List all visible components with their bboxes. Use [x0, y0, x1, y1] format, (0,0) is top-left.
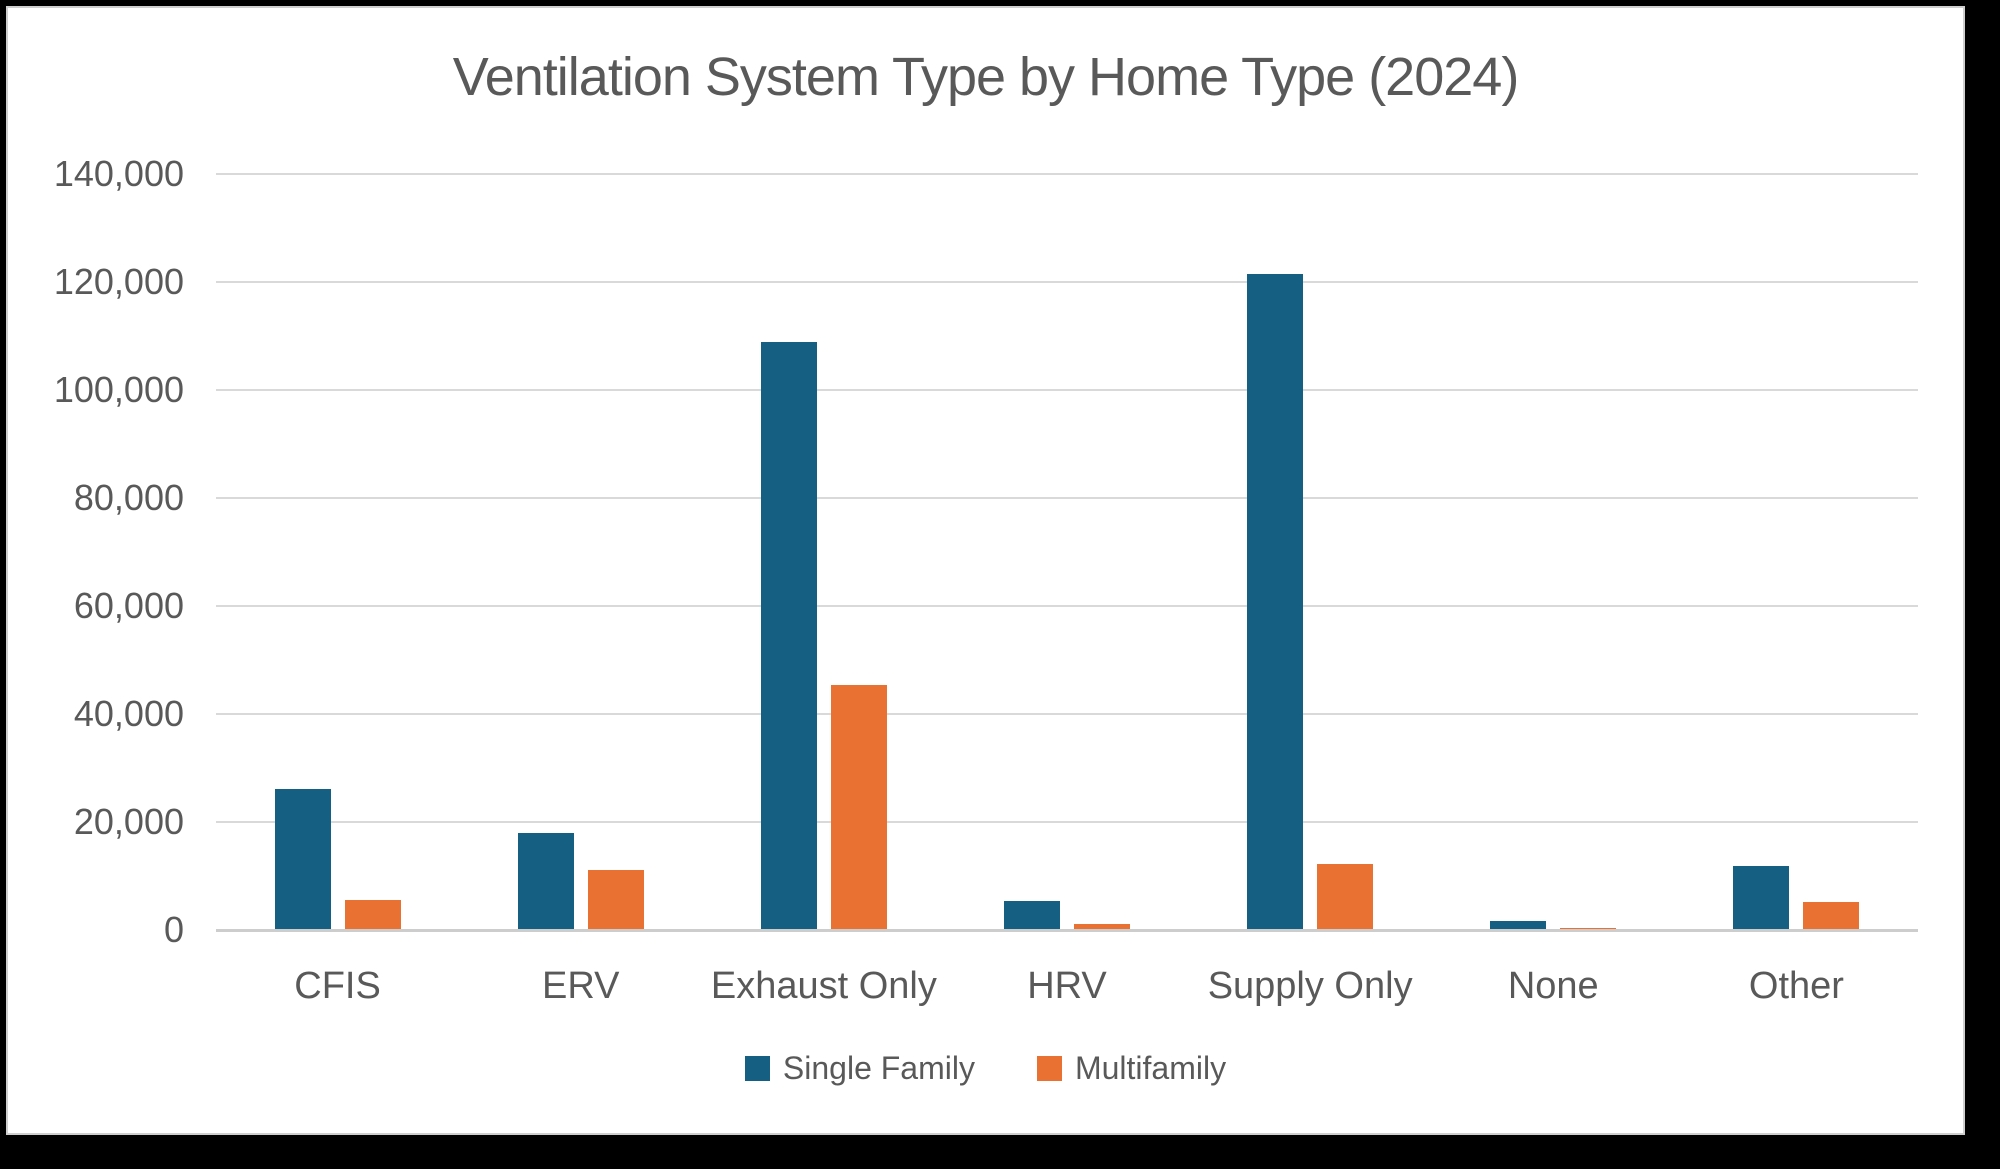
- y-tick-label: 120,000: [53, 261, 184, 302]
- bar-multifamily: [1803, 901, 1860, 930]
- category-group: [1432, 174, 1675, 930]
- gridline: [216, 605, 1918, 607]
- y-tick-label: 60,000: [73, 585, 184, 626]
- bar-single-family: [1490, 921, 1547, 930]
- plot-area: [216, 173, 1918, 932]
- y-tick-label: 140,000: [53, 153, 184, 194]
- category-label: Exhaust Only: [710, 965, 937, 1007]
- y-axis-labels: 0 20,000 40,000 60,000 80,000 100,000 120,000 1…: [8, 153, 184, 950]
- legend: Single Family Multifamily: [8, 1050, 1963, 1087]
- legend-item-multifamily: Multifamily: [1036, 1050, 1227, 1087]
- bar-single-family: [760, 341, 817, 930]
- y-tick-label: 100,000: [53, 369, 184, 410]
- chart-title: Ventilation System Type by Home Type (20…: [452, 47, 1520, 107]
- legend-label: Single Family: [782, 1050, 975, 1086]
- category-label: CFIS: [294, 965, 381, 1007]
- bar-multifamily: [1317, 864, 1374, 930]
- gridline: [216, 821, 1918, 823]
- gridline: [216, 713, 1918, 715]
- legend-swatch-icon: [744, 1056, 770, 1081]
- bar-multifamily: [1560, 927, 1617, 930]
- category-label: HRV: [1027, 965, 1107, 1007]
- bar-single-family: [517, 832, 574, 930]
- category-group: [1675, 174, 1918, 930]
- category-label: None: [1507, 965, 1599, 1007]
- y-tick-label: 40,000: [73, 693, 184, 734]
- legend-label: Multifamily: [1074, 1050, 1227, 1086]
- category-group: [1189, 174, 1432, 930]
- bar-multifamily: [344, 899, 401, 930]
- gridline: [216, 173, 1918, 175]
- bar-single-family: [1003, 901, 1060, 930]
- bar-multifamily: [830, 684, 887, 930]
- x-axis-line: [216, 929, 1918, 932]
- y-tick-label: 0: [163, 909, 184, 950]
- category-group: [702, 174, 945, 930]
- gridline: [216, 281, 1918, 283]
- legend-item-single-family: Single Family: [744, 1050, 975, 1087]
- category-group: [459, 174, 702, 930]
- gridline: [216, 497, 1918, 499]
- category-group: [216, 174, 459, 930]
- y-tick-label: 80,000: [73, 477, 184, 518]
- category-group: [945, 174, 1188, 930]
- bar-multifamily: [587, 869, 644, 930]
- y-tick-label: 20,000: [73, 801, 184, 842]
- bar-single-family: [1733, 865, 1790, 930]
- category-label: Supply Only: [1207, 965, 1413, 1007]
- category-label: ERV: [541, 965, 620, 1007]
- legend-swatch-icon: [1036, 1056, 1062, 1081]
- bar-multifamily: [1073, 924, 1130, 930]
- x-axis-labels: CFIS ERV Exhaust Only HRV Supply Only None Oth…: [216, 958, 1918, 1014]
- gridline: [216, 389, 1918, 391]
- chart-card: Ventilation System Type by Home Type (20…: [6, 6, 1965, 1135]
- bar-single-family: [274, 789, 331, 930]
- category-label: Other: [1748, 965, 1844, 1007]
- bar-single-family: [1247, 274, 1304, 930]
